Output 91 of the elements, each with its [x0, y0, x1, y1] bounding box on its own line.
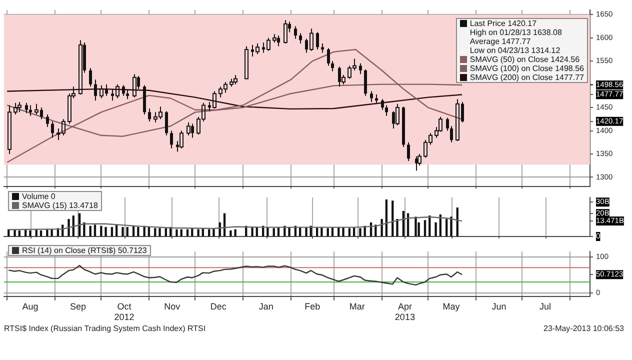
bar	[29, 230, 32, 236]
bar	[197, 229, 200, 236]
x-tick-label: Apr 2013	[394, 301, 415, 322]
candlestick	[327, 48, 330, 66]
bar	[223, 213, 226, 236]
bar	[208, 229, 210, 236]
annotation: High on 01/28/13 1638.08	[470, 28, 562, 37]
candlestick	[51, 120, 54, 138]
bar	[326, 228, 329, 236]
bar	[434, 222, 437, 236]
bar	[359, 228, 362, 236]
annotation: Low on 04/23/13 1314.12	[470, 46, 560, 55]
candlestick	[8, 104, 12, 154]
candlestick	[89, 68, 92, 88]
bar	[154, 228, 156, 236]
bar	[424, 220, 426, 236]
legend-label: SMAVG (200) on Close 1477.77	[470, 73, 584, 82]
x-tick-label: Jun	[492, 301, 506, 312]
bar	[450, 216, 452, 236]
candlestick	[126, 89, 129, 100]
bar	[392, 200, 394, 236]
bar	[180, 229, 182, 236]
x-tick-label: Oct 2012	[114, 301, 134, 322]
bar	[158, 228, 161, 236]
bar	[385, 199, 388, 236]
bar	[126, 226, 128, 236]
candlestick	[385, 104, 388, 116]
bar	[348, 228, 351, 236]
candlestick	[370, 90, 373, 102]
candlestick	[446, 117, 449, 132]
text: 23-May-2013 10:06:53	[544, 324, 624, 333]
candlestick	[94, 79, 97, 102]
candlestick	[321, 42, 324, 54]
legend-label: SMAVG (50) on Close 1424.56	[470, 55, 580, 64]
bar	[110, 226, 114, 236]
candlestick	[148, 108, 151, 122]
candlestick	[299, 32, 302, 44]
bar	[230, 230, 232, 236]
candlestick	[450, 126, 453, 143]
candlestick	[244, 46, 248, 80]
x-tick-label: Mar	[349, 301, 365, 312]
bar	[137, 226, 140, 236]
candlestick	[364, 68, 367, 96]
candlestick	[407, 142, 410, 162]
bar	[18, 230, 20, 236]
x-tick-label: Dec	[210, 301, 227, 312]
candlestick	[294, 26, 297, 40]
bar	[89, 226, 92, 236]
bar	[83, 222, 86, 236]
bar	[380, 218, 383, 236]
legend-label: Last Price 1420.17	[470, 19, 537, 28]
legend-label: RSI (14) on Close (RTSI$) 50.7123	[22, 246, 147, 255]
bar	[272, 228, 275, 236]
bar	[176, 229, 178, 236]
bar	[446, 218, 448, 236]
candlestick	[359, 62, 362, 75]
x-tick-label: May	[442, 301, 460, 312]
bar	[104, 226, 107, 236]
text: RTSI$ Index (Russian Trading System Cash Index) RTSI	[4, 324, 206, 333]
bar	[414, 216, 417, 236]
bar	[396, 218, 398, 236]
bar	[100, 226, 102, 236]
legend-label: SMAVG (100) on Close 1498.56	[470, 64, 584, 73]
legend-label: Volume 0	[22, 192, 56, 201]
bar	[94, 224, 96, 236]
candlestick	[25, 102, 28, 114]
candlestick	[46, 114, 49, 128]
bar	[40, 230, 42, 236]
candlestick	[272, 34, 276, 44]
candlestick	[122, 84, 125, 96]
x-tick-label: Jul	[540, 301, 552, 312]
candlestick	[165, 110, 168, 136]
candlestick	[316, 32, 319, 50]
x-tick-label: Sep	[70, 301, 86, 312]
x-tick-label: Feb	[304, 301, 320, 312]
bar	[234, 229, 236, 236]
candlestick	[170, 130, 173, 149]
bar	[122, 226, 124, 236]
bar	[115, 224, 118, 236]
bar	[251, 226, 254, 236]
legend-label: SMAVG (15) 13.4718	[22, 201, 98, 210]
x-tick-label: Nov	[164, 301, 181, 312]
bar	[164, 228, 167, 236]
bar	[68, 218, 70, 236]
annotation: Average 1477.77	[470, 37, 531, 46]
candlestick	[381, 98, 384, 110]
candlestick	[331, 60, 334, 72]
candlestick	[78, 40, 82, 96]
x-tick-label: Jan	[258, 301, 274, 312]
bar	[186, 229, 189, 236]
x-tick-label: Aug	[22, 301, 38, 312]
